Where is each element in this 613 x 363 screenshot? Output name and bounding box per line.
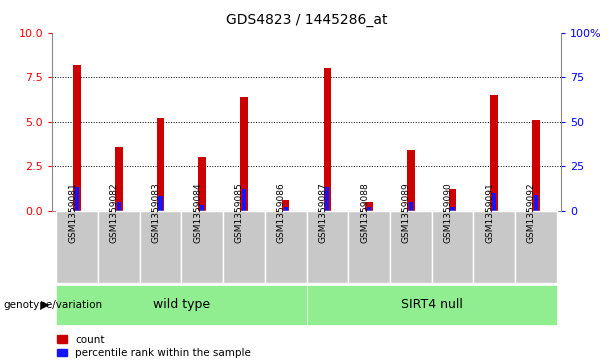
Bar (348, 211, 390, 283)
Text: GSM1359085: GSM1359085 (235, 182, 244, 243)
Bar (492, 193, 497, 211)
Bar (200, 205, 204, 211)
Text: GSM1359081: GSM1359081 (68, 182, 77, 243)
Bar (326, 187, 329, 211)
Bar (199, 157, 206, 211)
Bar (490, 95, 498, 211)
Text: GSM1359091: GSM1359091 (485, 182, 494, 243)
Bar (407, 150, 414, 211)
Bar (115, 147, 123, 211)
Bar (242, 189, 246, 211)
Bar (532, 120, 539, 211)
Bar (157, 118, 164, 211)
Bar (223, 211, 265, 283)
Text: GSM1359086: GSM1359086 (276, 182, 286, 243)
Bar (181, 211, 223, 283)
Bar (432, 211, 473, 283)
Text: GSM1359084: GSM1359084 (193, 182, 202, 243)
Bar (306, 285, 557, 325)
Bar (324, 68, 331, 211)
Bar (56, 285, 306, 325)
Text: GSM1359090: GSM1359090 (443, 182, 452, 243)
Bar (365, 202, 373, 211)
Legend: count, percentile rank within the sample: count, percentile rank within the sample (57, 335, 251, 358)
Bar (449, 189, 456, 211)
Text: GSM1359092: GSM1359092 (527, 182, 536, 243)
Text: wild type: wild type (153, 298, 210, 311)
Bar (534, 195, 538, 211)
Bar (140, 211, 181, 283)
Text: ▶: ▶ (40, 300, 49, 310)
Bar (390, 211, 432, 283)
Bar (159, 196, 162, 211)
Text: GSM1359087: GSM1359087 (318, 182, 327, 243)
Bar (98, 211, 140, 283)
Bar (284, 207, 287, 211)
Text: GDS4823 / 1445286_at: GDS4823 / 1445286_at (226, 13, 387, 27)
Bar (56, 211, 98, 283)
Bar (306, 211, 348, 283)
Bar (265, 211, 306, 283)
Text: genotype/variation: genotype/variation (3, 300, 102, 310)
Text: SIRT4 null: SIRT4 null (401, 298, 463, 311)
Bar (74, 65, 81, 211)
Text: GSM1359082: GSM1359082 (110, 182, 119, 243)
Bar (116, 202, 121, 211)
Bar (367, 207, 371, 211)
Bar (282, 200, 289, 211)
Bar (240, 97, 248, 211)
Bar (473, 211, 515, 283)
Bar (409, 202, 413, 211)
Bar (515, 211, 557, 283)
Text: GSM1359083: GSM1359083 (151, 182, 161, 243)
Text: GSM1359089: GSM1359089 (402, 182, 411, 243)
Bar (75, 187, 79, 211)
Bar (451, 207, 454, 211)
Text: GSM1359088: GSM1359088 (360, 182, 369, 243)
